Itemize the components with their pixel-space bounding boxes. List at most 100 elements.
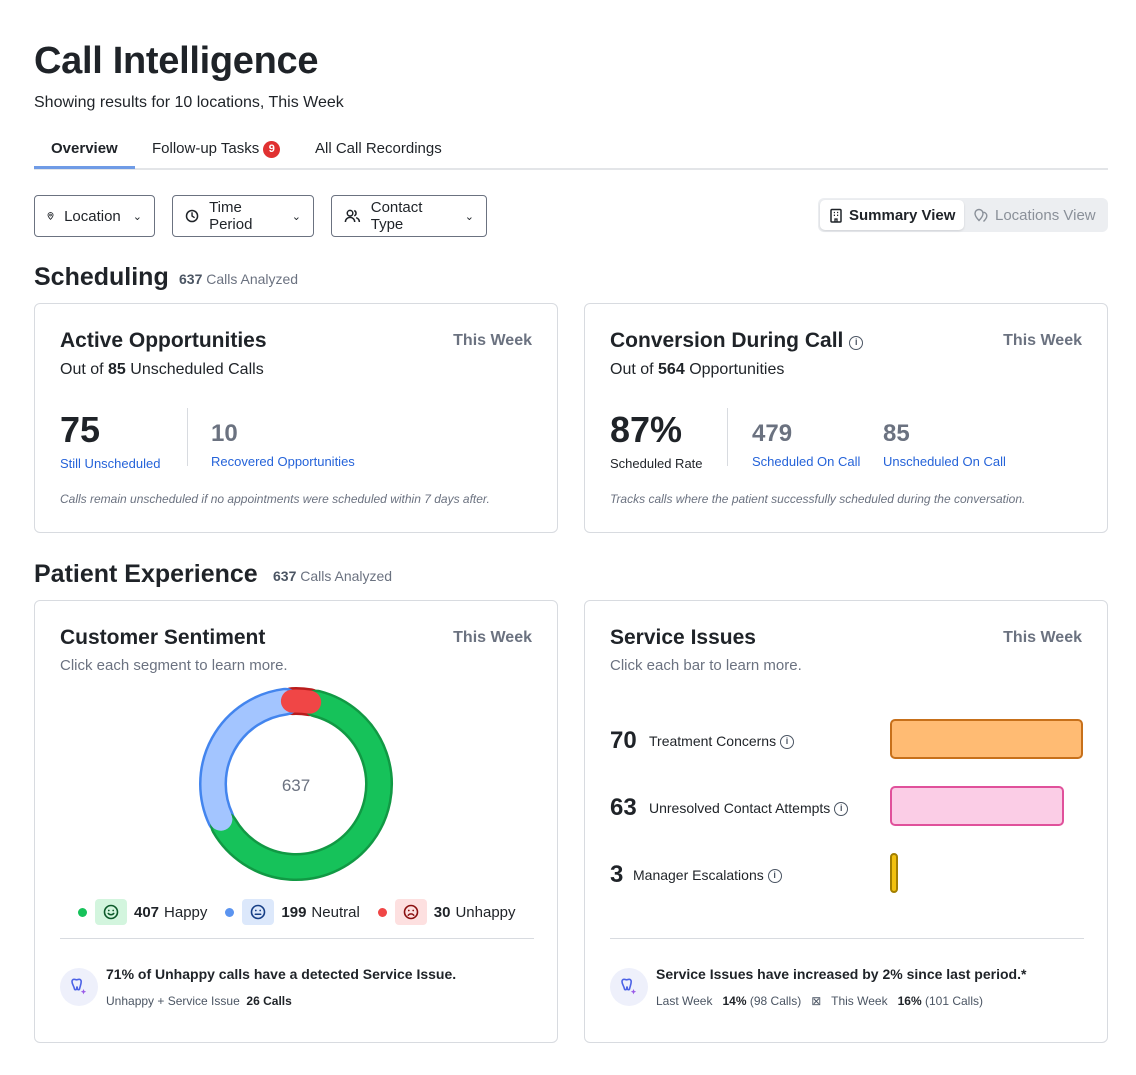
last-week-label: Last Week	[656, 994, 713, 1008]
info-icon[interactable]: i	[849, 336, 864, 350]
card-title-text: Conversion During Call	[610, 329, 844, 352]
still-unscheduled-link[interactable]: Still Unscheduled	[60, 456, 161, 471]
page-title: Call Intelligence	[34, 40, 319, 82]
stat-label: Scheduled Rate	[610, 456, 703, 471]
divider	[727, 408, 728, 466]
tab-overview[interactable]: Overview	[51, 140, 118, 157]
tab-all-call-recordings[interactable]: All Call Recordings	[315, 140, 442, 157]
donut-segment-neutral[interactable]	[201, 690, 297, 831]
patient-experience-section-title: Patient Experience	[34, 560, 258, 588]
location-filter[interactable]: Location ⌄	[34, 195, 155, 237]
donut-segment-unhappy[interactable]	[280, 689, 322, 714]
scheduled-on-call-link[interactable]: Scheduled On Call	[752, 454, 861, 469]
chevron-down-icon: ⌄	[291, 210, 301, 223]
tab-follow-up-label: Follow-up Tasks	[152, 140, 260, 157]
donut-segment-happy[interactable]	[212, 692, 391, 879]
card-subtitle: Out of 85 Unscheduled Calls	[60, 361, 264, 379]
patient-experience-count: 637	[273, 568, 297, 584]
contact-type-filter[interactable]: Contact Type ⌄	[331, 195, 487, 237]
unresolved-contact-attempts-label: Unresolved Contact Attempts i	[649, 800, 849, 816]
insight-detail-value: 26 Calls	[246, 994, 292, 1008]
comparison-separator: ⊠	[811, 994, 822, 1008]
neutral-face-icon	[242, 899, 275, 925]
scheduling-section-title: Scheduling	[34, 263, 169, 291]
legend-unhappy[interactable]: 30 Unhappy	[377, 899, 516, 925]
divider	[610, 938, 1084, 939]
happy-label: Happy	[164, 903, 208, 921]
this-week-calls: (101 Calls)	[924, 994, 983, 1008]
this-week-label: This Week	[831, 994, 888, 1008]
sentiment-legend: 407 Happy 199 Neutral 30 Unhappy	[78, 899, 534, 925]
patient-experience-calls-analyzed: 637 Calls Analyzed	[273, 568, 392, 584]
sub-suffix: Unscheduled Calls	[130, 361, 264, 378]
legend-neutral[interactable]: 199 Neutral	[225, 899, 360, 925]
card-footnote: Calls remain unscheduled if no appointme…	[60, 492, 490, 506]
tab-recordings-label: All Call Recordings	[315, 140, 442, 157]
insight-detail-label: Unhappy + Service Issue	[106, 994, 240, 1008]
card-subtitle: Out of 564 Opportunities	[610, 361, 784, 379]
active-tab-indicator	[34, 166, 135, 169]
sentiment-donut-chart: 637	[199, 687, 393, 881]
sub-suffix: Opportunities	[689, 361, 785, 378]
frown-icon	[394, 899, 427, 925]
card-title: Service Issues	[610, 626, 756, 649]
still-unscheduled-stat: 75 Still Unscheduled	[60, 409, 161, 472]
scheduling-count-suffix: Calls Analyzed	[206, 271, 299, 287]
tab-follow-up-tasks[interactable]: Follow-up Tasks 9	[152, 140, 281, 158]
summary-view-label: Summary View	[849, 206, 956, 224]
neutral-dot	[225, 907, 235, 917]
neutral-count: 199	[281, 903, 307, 921]
page-subtitle: Showing results for 10 locations, This W…	[34, 94, 344, 111]
chevron-down-icon: ⌄	[464, 210, 474, 223]
last-week-calls: (98 Calls)	[749, 994, 802, 1008]
sub-value: 85	[108, 361, 126, 378]
manager-escalations-label: Manager Escalations i	[633, 867, 782, 883]
happy-dot	[78, 907, 87, 917]
info-icon[interactable]: i	[834, 802, 849, 816]
donut-total: 637	[282, 776, 310, 795]
card-title: Conversion During Call i	[610, 329, 864, 353]
category-label: Manager Escalations	[633, 867, 764, 883]
divider	[60, 938, 534, 939]
pin-icon	[47, 212, 54, 220]
smile-icon	[95, 899, 127, 925]
manager-escalations-bar[interactable]	[890, 853, 899, 893]
divider	[187, 408, 188, 466]
scheduled-rate-stat: 87% Scheduled Rate	[610, 412, 703, 472]
view-toggle: Summary View Locations View	[818, 198, 1108, 232]
info-icon[interactable]: i	[779, 735, 794, 749]
stat-value: 10	[211, 420, 238, 447]
info-icon[interactable]: i	[767, 869, 782, 883]
treatment-concerns-bar[interactable]	[890, 719, 1083, 759]
card-hint: Click each segment to learn more.	[60, 657, 288, 674]
treatment-concerns-value: 70	[610, 727, 637, 754]
summary-view-button[interactable]: Summary View	[820, 200, 965, 230]
sub-value: 564	[658, 361, 685, 378]
card-period: This Week	[453, 629, 532, 646]
conversion-card: Conversion During Call i This Week Out o…	[584, 303, 1108, 533]
recovered-opportunities-link[interactable]: Recovered Opportunities	[211, 454, 355, 469]
card-hint: Click each bar to learn more.	[610, 657, 802, 674]
map-pins-icon	[974, 208, 988, 222]
sentiment-insight-detail: Unhappy + Service Issue 26 Calls	[106, 994, 292, 1008]
sentiment-insight: 71% of Unhappy calls have a detected Ser…	[106, 966, 457, 982]
happy-count: 407	[134, 903, 160, 921]
service-issues-card: Service Issues This Week Click each bar …	[584, 600, 1108, 1043]
unscheduled-on-call-link[interactable]: Unscheduled On Call	[883, 454, 1006, 469]
unscheduled-on-call-stat: 85 Unscheduled On Call	[883, 422, 1006, 470]
card-period: This Week	[1003, 629, 1082, 646]
sub-prefix: Out of	[610, 361, 654, 378]
follow-up-count-badge: 9	[263, 141, 281, 158]
legend-happy[interactable]: 407 Happy	[78, 899, 207, 925]
last-week-pct: 14%	[722, 994, 747, 1008]
locations-view-button[interactable]: Locations View	[964, 200, 1105, 230]
this-week-pct: 16%	[897, 994, 922, 1008]
scheduling-count: 637	[179, 271, 203, 287]
card-period: This Week	[453, 332, 532, 349]
clock-icon	[185, 209, 199, 223]
time-period-filter[interactable]: Time Period ⌄	[172, 195, 314, 237]
scheduling-calls-analyzed: 637 Calls Analyzed	[179, 271, 298, 287]
stat-value: 75	[60, 409, 101, 450]
unhappy-dot	[377, 907, 387, 917]
unresolved-contact-attempts-bar[interactable]	[890, 786, 1064, 826]
